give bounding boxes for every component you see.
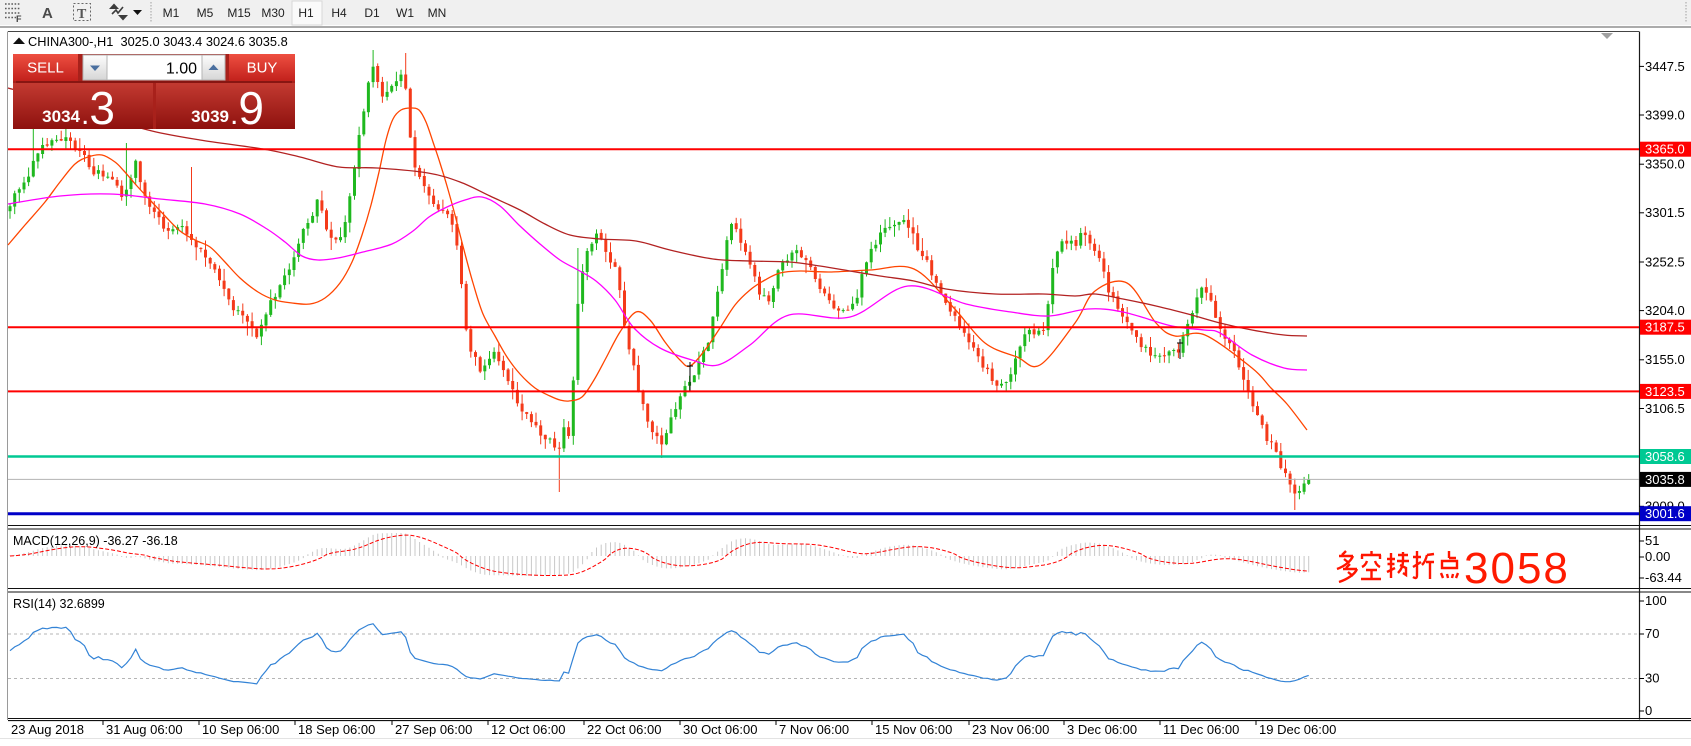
svg-text:M30: M30 [261,6,285,20]
svg-text:H4: H4 [331,6,347,20]
svg-text:23 Aug 2018: 23 Aug 2018 [11,722,84,737]
svg-text:12 Oct 06:00: 12 Oct 06:00 [491,722,565,737]
svg-text:3155.0: 3155.0 [1645,352,1685,367]
svg-text:7 Nov 06:00: 7 Nov 06:00 [779,722,849,737]
svg-text:0.00: 0.00 [1645,549,1670,564]
svg-text:3106.5: 3106.5 [1645,401,1685,416]
svg-text:.9: .9 [230,82,264,134]
svg-text:27 Sep 06:00: 27 Sep 06:00 [395,722,472,737]
svg-text:11 Dec 06:00: 11 Dec 06:00 [1163,722,1239,737]
svg-text:3001.6: 3001.6 [1645,506,1685,521]
svg-text:-63.44: -63.44 [1645,570,1682,585]
svg-text:RSI(14) 32.6899: RSI(14) 32.6899 [13,597,105,611]
svg-text:3123.5: 3123.5 [1645,384,1685,399]
svg-text:51: 51 [1645,533,1659,548]
svg-text:3034: 3034 [42,107,80,126]
svg-text:10 Sep 06:00: 10 Sep 06:00 [202,722,279,737]
svg-text:W1: W1 [396,6,414,20]
svg-text:A: A [42,5,53,22]
svg-text:3447.5: 3447.5 [1645,59,1685,74]
svg-text:18 Sep 06:00: 18 Sep 06:00 [298,722,375,737]
svg-text:.3: .3 [81,82,115,134]
svg-text:31 Aug 06:00: 31 Aug 06:00 [106,722,183,737]
svg-text:MN: MN [428,6,447,20]
svg-text:H1: H1 [298,6,314,20]
svg-text:100: 100 [1645,593,1667,608]
svg-text:T: T [77,7,87,22]
svg-text:3035.8: 3035.8 [1645,472,1685,487]
svg-text:3365.0: 3365.0 [1645,142,1685,157]
svg-text:3252.5: 3252.5 [1645,254,1685,269]
svg-text:F: F [16,14,22,24]
svg-text:30: 30 [1645,671,1659,686]
svg-text:3039: 3039 [191,107,229,126]
svg-text:19 Dec 06:00: 19 Dec 06:00 [1259,722,1336,737]
svg-text:15 Nov 06:00: 15 Nov 06:00 [875,722,952,737]
svg-text:23 Nov 06:00: 23 Nov 06:00 [972,722,1049,737]
svg-text:70: 70 [1645,626,1659,641]
svg-text:3058.6: 3058.6 [1645,449,1685,464]
svg-text:30 Oct 06:00: 30 Oct 06:00 [683,722,757,737]
svg-text:D1: D1 [364,6,380,20]
svg-text:M1: M1 [163,6,180,20]
svg-text:3350.0: 3350.0 [1645,157,1685,172]
svg-text:3399.0: 3399.0 [1645,107,1685,122]
svg-text:CHINA300-,H1 3025.0 3043.4 30: CHINA300-,H1 3025.0 3043.4 3024.6 3035.8 [28,34,288,49]
svg-text:3204.0: 3204.0 [1645,303,1685,318]
svg-text:M5: M5 [197,6,214,20]
svg-text:M15: M15 [227,6,251,20]
svg-text:3 Dec 06:00: 3 Dec 06:00 [1067,722,1137,737]
svg-text:22 Oct 06:00: 22 Oct 06:00 [587,722,661,737]
svg-text:SELL: SELL [27,60,64,77]
svg-text:3187.5: 3187.5 [1645,320,1685,335]
svg-text:0: 0 [1645,703,1652,718]
svg-text:MACD(12,26,9) -36.27 -36.18: MACD(12,26,9) -36.27 -36.18 [13,534,178,548]
svg-text:1.00: 1.00 [166,61,197,78]
svg-text:3301.5: 3301.5 [1645,205,1685,220]
svg-text:BUY: BUY [247,60,278,77]
svg-text:3058: 3058 [1464,544,1570,593]
